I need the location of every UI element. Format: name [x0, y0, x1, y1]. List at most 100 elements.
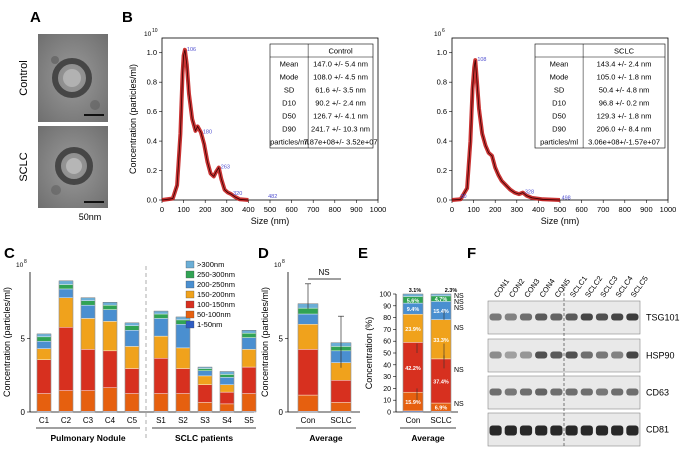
bar-segment-300nm: [219, 371, 235, 375]
protein-band: [626, 351, 639, 359]
legend-swatch: [185, 320, 195, 329]
peak-label: 320: [233, 191, 242, 197]
stats-row-value: 7.87e+08+/- 3.52e+07: [304, 138, 378, 147]
peak-label: 108: [477, 57, 486, 63]
protein-band: [611, 425, 624, 436]
chart-c: 0 5 10 8 Concentration (particles/ml) C1 C2 C3 C…: [2, 259, 257, 443]
stats-row-label: SD: [554, 86, 565, 95]
y-exponent: 10: [152, 28, 158, 34]
bar-segment-150200nm: [219, 384, 235, 393]
bar-segment-300nm: [102, 302, 118, 306]
protein-band: [626, 388, 639, 396]
stats-row-value: 147.0 +/- 5.4 nm: [313, 60, 368, 69]
stats-row-label: Mode: [550, 73, 569, 82]
x-tick-label: 800: [329, 205, 342, 214]
percent-label: 42.2%: [405, 366, 421, 372]
x-tick-label: 900: [350, 205, 363, 214]
protein-band: [611, 313, 624, 321]
stats-row-label: particles/ml: [270, 138, 308, 147]
x-tick-label: Con: [406, 416, 421, 425]
size-distribution-band: [161, 47, 249, 202]
band-label: CD81: [646, 425, 669, 435]
ns-label: NS: [454, 401, 464, 408]
bar-outline: [175, 316, 191, 413]
bar-segment-50100nm: [124, 393, 140, 412]
bar-segment-100150nm: [58, 327, 74, 391]
stats-row-label: D50: [552, 112, 566, 121]
protein-band: [550, 388, 563, 396]
x-tick-label: Con: [301, 416, 316, 425]
x-tick-label: 900: [640, 205, 653, 214]
bar-segment-200250nm: [80, 304, 96, 319]
band-label: TSG101: [646, 313, 680, 323]
chart-b-sclc: 0 100 200 300 400 500 600 700 800 900 1000 0.0 0.2 0.…: [434, 28, 676, 226]
y-tick-label: 1.0: [437, 48, 447, 57]
y-tick-label: 0.6: [437, 107, 447, 116]
bar-segment-100150nm: [241, 366, 257, 394]
percent-label: 15.9%: [405, 400, 421, 406]
bar-segment-300nm: [124, 322, 140, 326]
bar-segment-100150nm: [175, 368, 191, 394]
protein-band: [595, 351, 609, 359]
x-tick-label: 100: [177, 205, 190, 214]
band-label: HSP90: [646, 351, 675, 361]
bar-segment-100150nm: [297, 349, 319, 396]
bar-outline: [197, 366, 213, 413]
bar-outline: [102, 302, 118, 413]
stats-row-label: Mean: [280, 60, 299, 69]
protein-band: [489, 313, 502, 321]
y-tick-label: 0: [21, 408, 26, 417]
bar-segment-300nm: [430, 293, 452, 297]
x-tick-label: SCLC: [330, 416, 352, 425]
bar-segment-150200nm: [153, 335, 169, 359]
y-exponent: 6: [442, 28, 445, 34]
stats-row-value: 108.0 +/- 4.5 nm: [313, 73, 368, 82]
stats-header: Control: [328, 47, 353, 56]
y-tick-label: 40: [383, 362, 391, 369]
ns-label: NS: [454, 293, 464, 300]
chart-d: 0 5 10 8 Concentration (particles/ml) NS Con SC…: [260, 259, 360, 443]
protein-band: [519, 351, 533, 359]
stats-row-value: 3.06e+08+/-1.57e+07: [588, 138, 660, 147]
x-tick-label: S4: [222, 416, 232, 425]
x-tick-label: 0: [450, 205, 454, 214]
bar-segment-200250nm: [58, 288, 74, 298]
protein-band: [489, 425, 502, 436]
group-label-nodule: Pulmonary Nodule: [50, 433, 125, 443]
stats-row-label: D50: [282, 112, 296, 121]
protein-band: [595, 388, 609, 396]
legend-swatch: [185, 290, 195, 299]
protein-band: [580, 351, 593, 359]
stats-row-value: 241.7 +/- 10.3 nm: [311, 125, 370, 134]
y-exponent-base: 10: [274, 262, 282, 269]
bar-segment-250300nm: [197, 368, 213, 371]
tem-label-sclc: SCLC: [18, 152, 30, 181]
protein-band: [565, 388, 578, 396]
legend-label: 250-300nm: [197, 270, 235, 279]
stats-row-value: 143.4 +/- 2.4 nm: [597, 60, 652, 69]
panel-label-b: B: [122, 9, 133, 26]
bar-segment-100150nm: [330, 380, 352, 403]
peak-label: 180: [203, 129, 212, 135]
bar-segment-300nm: [197, 366, 213, 369]
bar-segment-250300nm: [241, 332, 257, 338]
stats-row-label: SD: [284, 86, 295, 95]
protein-band: [626, 313, 639, 321]
panel-f-western-blot: CON1CON2CON3CON4CON5SCLC1SCLC2SCLC3SCLC4…: [487, 274, 680, 448]
top-percent-label: 3.1%: [409, 288, 422, 294]
y-exponent: 8: [24, 259, 27, 265]
y-tick-label: 0.0: [437, 196, 447, 205]
x-tick-label: C5: [127, 416, 138, 425]
x-tick-label: 500: [554, 205, 567, 214]
protein-band: [565, 313, 578, 321]
y-tick-label: 1.0: [147, 48, 157, 57]
stats-row-label: D10: [552, 99, 566, 108]
protein-band: [535, 351, 548, 359]
percent-label: 37.4%: [433, 379, 449, 385]
bar-segment-150200nm: [175, 347, 191, 369]
y-tick-label: 60: [383, 339, 391, 346]
panel-label-d: D: [258, 245, 269, 262]
bar-segment-250300nm: [102, 304, 118, 310]
bar-outline: [219, 371, 235, 413]
percent-label: 5.6%: [407, 298, 420, 304]
